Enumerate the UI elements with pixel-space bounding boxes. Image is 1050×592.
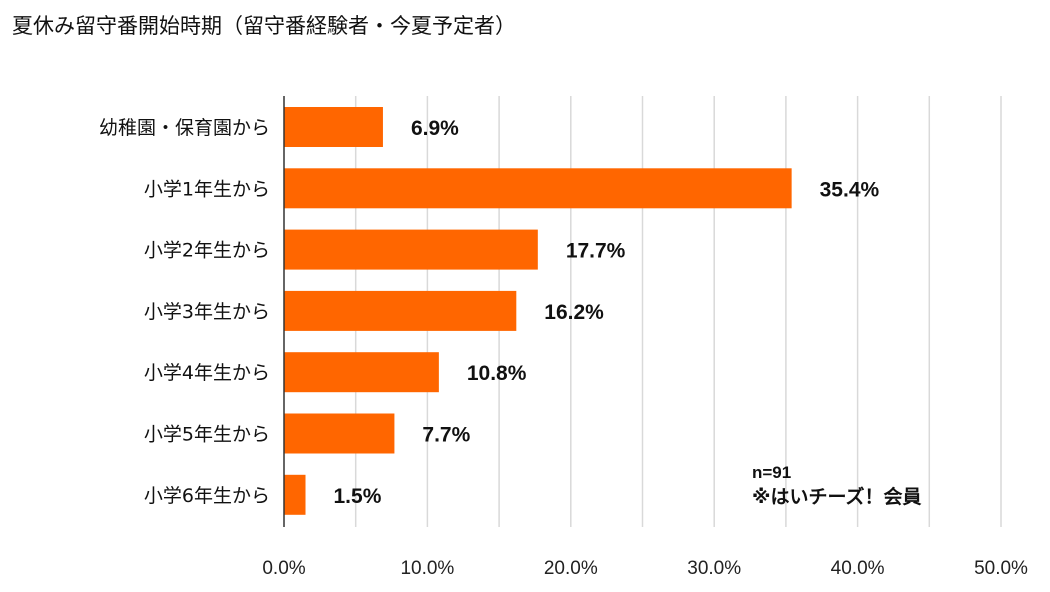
chart-title: 夏休み留守番開始時期（留守番経験者・今夏予定者） bbox=[12, 14, 516, 38]
x-tick-label: 50.0% bbox=[974, 558, 1028, 579]
x-tick-label: 0.0% bbox=[262, 558, 305, 579]
category-label: 幼稚園・保育園から bbox=[99, 117, 270, 139]
data-label: 6.9% bbox=[411, 117, 459, 140]
x-tick-label: 30.0% bbox=[687, 558, 741, 579]
category-label: 小学3年生から bbox=[144, 301, 270, 323]
data-label: 17.7% bbox=[566, 240, 626, 263]
data-label: 10.8% bbox=[467, 362, 527, 385]
category-label: 小学6年生から bbox=[144, 485, 270, 507]
sample-size-note: n=91 bbox=[752, 463, 792, 482]
x-tick-label: 10.0% bbox=[400, 558, 454, 579]
bar bbox=[284, 107, 383, 147]
bar bbox=[284, 413, 395, 454]
bar bbox=[284, 168, 792, 209]
bar bbox=[284, 474, 306, 515]
data-label: 35.4% bbox=[820, 178, 880, 201]
data-label: 16.2% bbox=[544, 301, 604, 324]
bar bbox=[284, 290, 517, 331]
category-label: 小学2年生から bbox=[144, 240, 270, 262]
bar bbox=[284, 352, 439, 393]
category-label: 小学1年生から bbox=[144, 178, 270, 200]
chart-annotation: n=91 ※はいチーズ！会員 bbox=[752, 460, 922, 510]
category-label: 小学4年生から bbox=[144, 362, 270, 384]
x-tick-label: 40.0% bbox=[831, 558, 885, 579]
category-label: 小学5年生から bbox=[144, 424, 270, 446]
x-tick-label: 20.0% bbox=[544, 558, 598, 579]
data-label: 7.7% bbox=[422, 424, 470, 447]
respondent-note: ※はいチーズ！会員 bbox=[752, 486, 922, 508]
data-label: 1.5% bbox=[334, 485, 382, 508]
bar bbox=[284, 229, 538, 270]
